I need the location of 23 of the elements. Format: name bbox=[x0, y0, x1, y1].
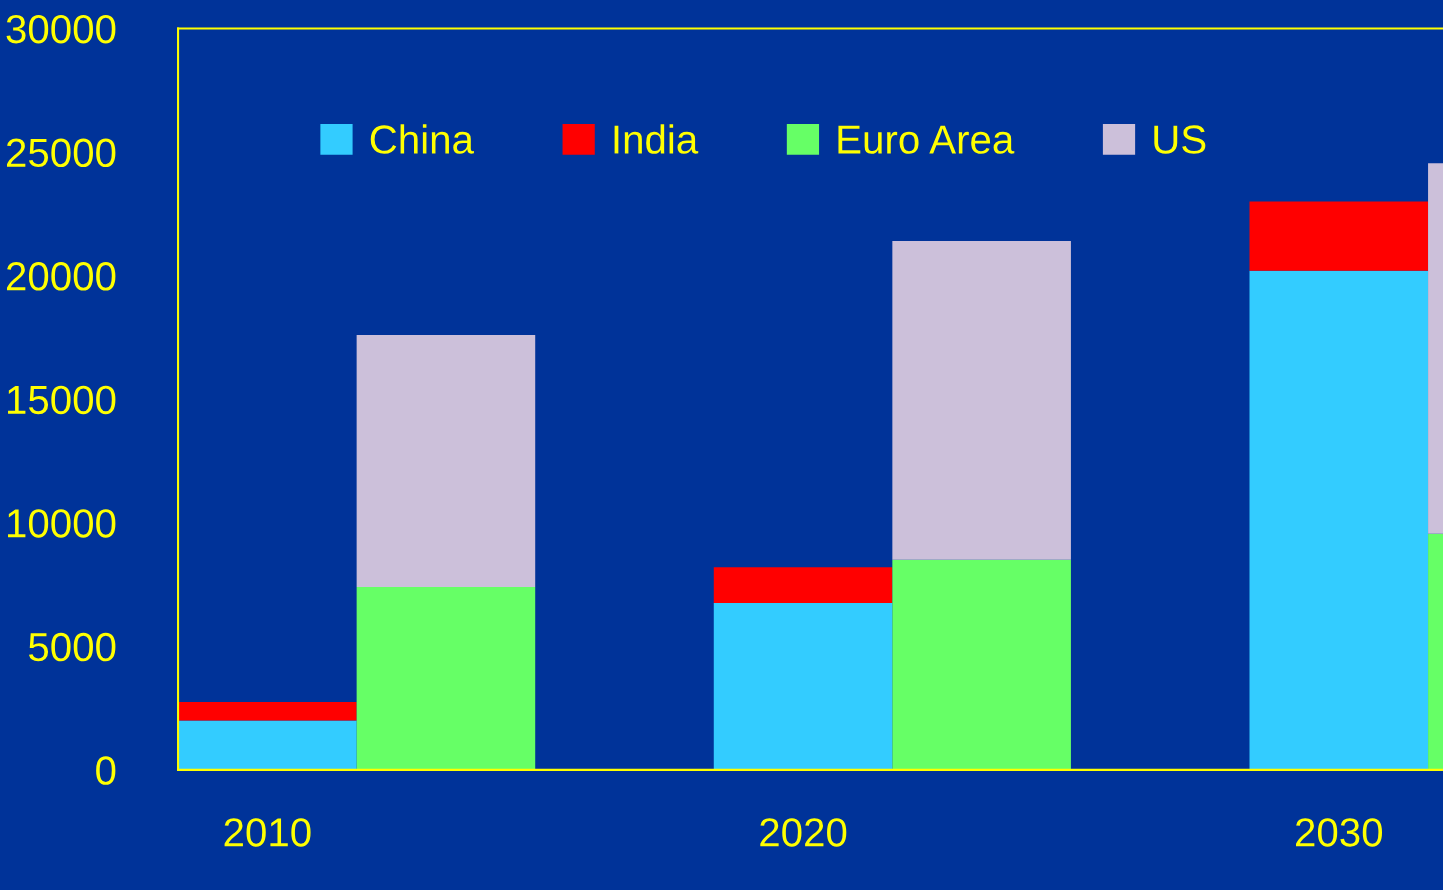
bar bbox=[178, 720, 357, 770]
y-tick-label: 25000 bbox=[6, 138, 116, 168]
bar bbox=[356, 334, 536, 587]
y-tick-label: 5000 bbox=[28, 632, 116, 662]
bar bbox=[892, 559, 1071, 770]
y-tick-label: 15000 bbox=[8, 385, 116, 415]
legend-label: China bbox=[370, 124, 474, 154]
bar bbox=[178, 701, 357, 721]
bar bbox=[713, 567, 893, 604]
y-tick-label: 10000 bbox=[8, 509, 116, 538]
legend-label: India bbox=[614, 124, 699, 154]
bar bbox=[713, 603, 893, 770]
bar bbox=[356, 586, 536, 770]
x-tick-label: 2030 bbox=[1296, 818, 1383, 847]
y-tick-label: 30000 bbox=[6, 14, 116, 44]
y-tick-label: 0 bbox=[96, 756, 116, 785]
x-tick-label: 2020 bbox=[760, 818, 847, 847]
bar bbox=[892, 241, 1071, 560]
legend-label: Euro Area bbox=[838, 125, 1015, 154]
bar bbox=[1249, 201, 1429, 271]
y-tick-label: 20000 bbox=[6, 262, 116, 291]
legend-label: US bbox=[1154, 125, 1206, 154]
x-tick-label: 2010 bbox=[224, 818, 311, 847]
